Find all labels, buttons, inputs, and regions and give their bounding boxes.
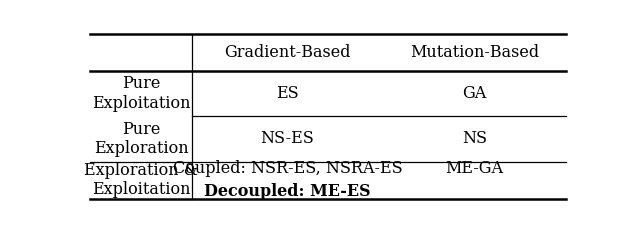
Text: GA: GA	[462, 85, 486, 102]
Text: ES: ES	[276, 85, 299, 102]
Text: Gradient-Based: Gradient-Based	[224, 44, 351, 61]
Text: Decoupled: ME-ES: Decoupled: ME-ES	[204, 183, 371, 200]
Text: Coupled: NSR-ES, NSRA-ES: Coupled: NSR-ES, NSRA-ES	[173, 160, 403, 177]
Text: ME-GA: ME-GA	[445, 160, 504, 177]
Text: NS-ES: NS-ES	[260, 131, 314, 148]
Text: Pure
Exploration: Pure Exploration	[94, 121, 188, 157]
Text: Mutation-Based: Mutation-Based	[410, 44, 539, 61]
Text: Exploration &
Exploitation: Exploration & Exploitation	[84, 162, 198, 198]
Text: NS: NS	[462, 131, 487, 148]
Text: Pure
Exploitation: Pure Exploitation	[92, 76, 190, 112]
